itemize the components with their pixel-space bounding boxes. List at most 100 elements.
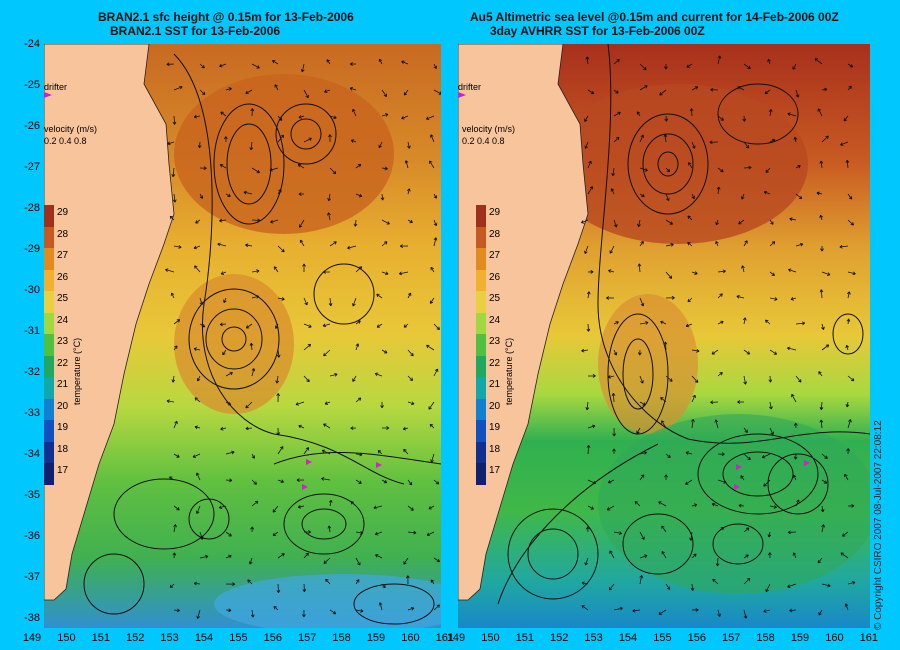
y-tick-label: -37 xyxy=(24,571,40,583)
colorbar-tick: 18 xyxy=(489,443,501,455)
current-arrow xyxy=(194,265,201,273)
current-arrow xyxy=(717,55,722,65)
colorbar-tick: 23 xyxy=(57,336,69,347)
current-arrow xyxy=(819,289,824,299)
current-arrow xyxy=(821,135,829,143)
x-tick-label: 157 xyxy=(722,632,741,644)
current-arrow xyxy=(171,167,176,178)
current-arrow xyxy=(251,294,260,299)
current-arrow xyxy=(169,583,175,589)
current-arrow xyxy=(277,553,285,559)
current-arrow xyxy=(277,115,283,121)
current-arrow xyxy=(274,84,279,91)
current-arrow xyxy=(374,372,383,377)
current-arrow xyxy=(352,108,357,117)
current-arrow xyxy=(277,188,282,195)
current-arrow xyxy=(844,603,849,611)
current-arrow xyxy=(743,63,751,70)
current-arrow xyxy=(711,502,719,507)
current-arrow xyxy=(428,401,435,410)
current-arrow xyxy=(378,58,383,65)
current-arrow xyxy=(381,89,388,98)
current-arrow xyxy=(272,531,279,537)
current-arrow xyxy=(637,349,642,356)
right-map-panel: drifter velocity (m/s) 0.2 0.4 0.8 xyxy=(458,44,870,628)
current-arrow xyxy=(433,89,441,95)
drifter-positions xyxy=(44,92,382,490)
current-arrow xyxy=(607,374,615,379)
current-arrow xyxy=(765,583,771,593)
current-arrow xyxy=(792,63,797,70)
current-arrow xyxy=(303,323,312,328)
current-arrow xyxy=(225,531,232,537)
current-arrow xyxy=(251,479,257,485)
colorbar-tick: 18 xyxy=(57,443,69,455)
current-arrow xyxy=(355,609,364,613)
current-arrow xyxy=(223,297,227,303)
current-arrow xyxy=(691,503,698,507)
colorbar-swatch xyxy=(476,248,486,270)
current-arrow xyxy=(273,266,279,273)
current-arrow xyxy=(329,609,337,615)
current-arrow xyxy=(401,60,409,65)
sea-level-contours xyxy=(497,44,870,605)
current-arrow xyxy=(433,557,441,563)
current-arrow xyxy=(277,446,284,455)
current-arrow xyxy=(717,293,723,299)
current-arrow xyxy=(795,499,800,507)
y-tick-label: -30 xyxy=(24,284,40,296)
current-arrow xyxy=(639,63,647,71)
current-arrow xyxy=(687,297,693,303)
colorbar-swatch xyxy=(476,269,486,291)
current-arrow xyxy=(687,242,693,247)
current-arrow xyxy=(743,453,751,461)
current-arrow xyxy=(789,217,797,222)
current-arrow xyxy=(795,89,800,98)
current-arrow xyxy=(326,59,331,65)
current-arrow xyxy=(303,137,312,143)
x-tick-label: 160 xyxy=(825,632,844,644)
current-arrow xyxy=(665,583,671,590)
y-tick-label: -27 xyxy=(24,161,40,173)
current-arrow xyxy=(821,453,828,459)
current-arrow xyxy=(407,219,413,224)
warm-core-eddy xyxy=(174,274,294,414)
current-arrow xyxy=(769,505,777,509)
current-arrow xyxy=(276,427,281,436)
current-arrow xyxy=(717,269,726,274)
current-arrow xyxy=(197,141,202,149)
current-arrow xyxy=(194,397,201,403)
colorbar-tick: 29 xyxy=(57,207,69,218)
current-arrow xyxy=(381,113,389,117)
left-velocity-scale: 0.2 0.4 0.8 xyxy=(44,136,87,146)
x-tick-label: 154 xyxy=(618,632,638,644)
current-arrow xyxy=(272,60,279,65)
current-arrow xyxy=(769,349,778,355)
current-arrow xyxy=(611,392,616,403)
current-arrow xyxy=(658,609,667,615)
current-arrow xyxy=(250,609,255,618)
current-arrow xyxy=(612,427,617,437)
current-arrow xyxy=(303,297,308,306)
current-arrow xyxy=(327,525,332,533)
cool-water xyxy=(598,414,870,594)
current-arrow xyxy=(401,115,409,120)
current-arrow xyxy=(297,504,305,509)
current-arrow xyxy=(845,401,850,408)
current-arrow xyxy=(608,583,615,591)
current-arrow xyxy=(296,478,305,482)
current-arrow xyxy=(430,453,435,463)
current-arrow xyxy=(581,605,589,611)
current-arrow xyxy=(347,245,357,250)
current-arrow xyxy=(251,500,259,507)
current-arrow xyxy=(173,345,178,351)
current-arrow xyxy=(405,575,410,585)
current-arrow xyxy=(711,349,719,355)
current-arrow xyxy=(407,530,417,535)
colorbar-tick: 24 xyxy=(489,314,501,326)
current-arrow xyxy=(248,557,253,565)
colorbar-tick: 19 xyxy=(57,422,69,433)
current-arrow xyxy=(251,63,260,69)
current-arrow xyxy=(743,141,750,149)
current-arrow xyxy=(769,297,778,301)
